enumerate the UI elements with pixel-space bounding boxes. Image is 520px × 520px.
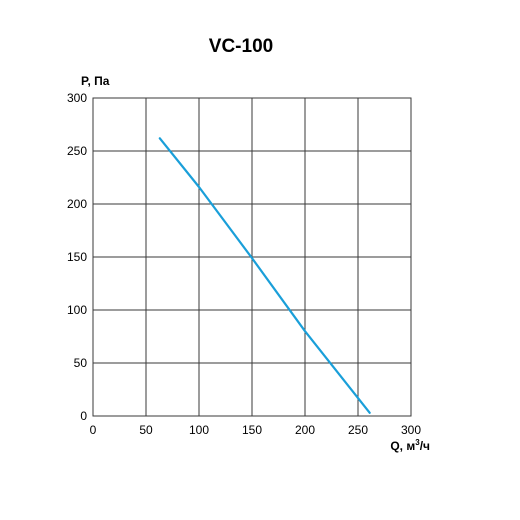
y-tick-label: 0	[80, 409, 87, 423]
y-tick-label: 50	[74, 356, 88, 370]
x-tick-label: 150	[242, 423, 262, 437]
x-axis-label-prefix: Q, м	[390, 439, 415, 453]
tick-labels: 0 50 100 150 200 250 300 0 50 100 150 200 250 300	[67, 91, 421, 437]
chart-title: VC-100	[209, 36, 273, 57]
x-tick-label: 50	[139, 423, 153, 437]
y-tick-label: 100	[67, 303, 87, 317]
series-line	[158, 137, 371, 414]
y-tick-label: 300	[67, 91, 87, 105]
x-axis-label: Q, м3/ч	[390, 438, 430, 453]
x-axis-label-sup: 3	[415, 438, 420, 447]
series-layer	[158, 137, 371, 414]
y-axis-label: P, Па	[81, 74, 110, 88]
plot-frame	[92, 97, 412, 417]
x-tick-label: 250	[348, 423, 368, 437]
grid	[92, 97, 412, 417]
x-tick-label: 100	[189, 423, 209, 437]
x-axis-label-suffix: /ч	[420, 439, 430, 453]
x-tick-label: 0	[90, 423, 97, 437]
x-tick-label: 300	[401, 423, 421, 437]
y-tick-label: 200	[67, 197, 87, 211]
y-tick-label: 150	[67, 250, 87, 264]
x-tick-label: 200	[295, 423, 315, 437]
y-tick-label: 250	[67, 144, 87, 158]
